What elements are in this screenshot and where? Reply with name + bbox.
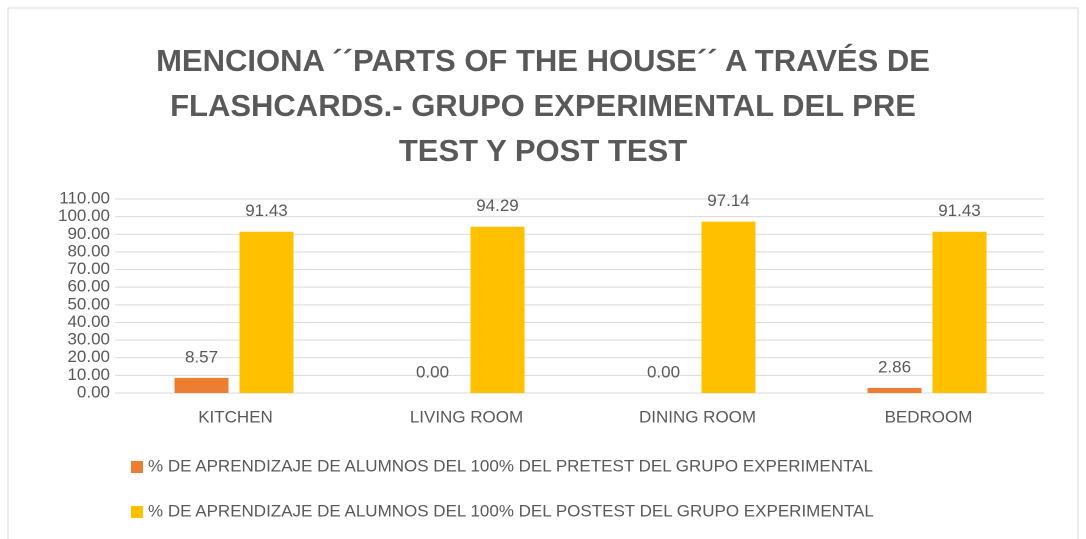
y-tick-label: 50.00 xyxy=(67,294,110,313)
data-label: 97.14 xyxy=(707,191,750,210)
y-tick-label: 60.00 xyxy=(67,277,110,296)
data-label: 91.43 xyxy=(938,201,981,220)
x-tick-label: KITCHEN xyxy=(198,407,273,426)
data-label: 8.57 xyxy=(185,347,218,366)
y-tick-label: 90.00 xyxy=(67,224,110,243)
x-tick-label: DINING ROOM xyxy=(639,407,756,426)
y-tick-label: 20.00 xyxy=(67,347,110,366)
bar xyxy=(174,377,229,393)
y-tick-label: 40.00 xyxy=(67,312,110,331)
y-tick-label: 70.00 xyxy=(67,259,110,278)
bar xyxy=(239,231,294,393)
data-label: 0.00 xyxy=(416,362,449,381)
y-tick-label: 30.00 xyxy=(67,330,110,349)
x-tick-label: BEDROOM xyxy=(885,407,973,426)
legend-label: % DE APRENDIZAJE DE ALUMNOS DEL 100% DEL… xyxy=(148,456,873,475)
chart-border xyxy=(7,7,1079,539)
x-tick-label: LIVING ROOM xyxy=(410,407,523,426)
data-label: 94.29 xyxy=(476,196,519,215)
bar xyxy=(470,226,525,393)
data-label: 2.86 xyxy=(878,357,911,376)
data-label: 91.43 xyxy=(245,201,288,220)
chart-title: MENCIONA ´´PARTS OF THE HOUSE´´ A TRAVÉS… xyxy=(156,43,930,168)
y-tick-label: 10.00 xyxy=(67,365,110,384)
y-tick-label: 80.00 xyxy=(67,241,110,260)
legend-label: % DE APRENDIZAJE DE ALUMNOS DEL 100% DEL… xyxy=(148,501,874,520)
bar xyxy=(932,231,987,393)
bar xyxy=(867,387,922,393)
legend-swatch xyxy=(131,461,143,473)
bar xyxy=(701,221,756,393)
data-label: 0.00 xyxy=(647,362,680,381)
legend-swatch xyxy=(131,506,143,518)
y-tick-label: 110.00 xyxy=(59,188,110,207)
y-tick-label: 100.00 xyxy=(58,206,110,225)
y-tick-label: 0.00 xyxy=(77,382,110,401)
